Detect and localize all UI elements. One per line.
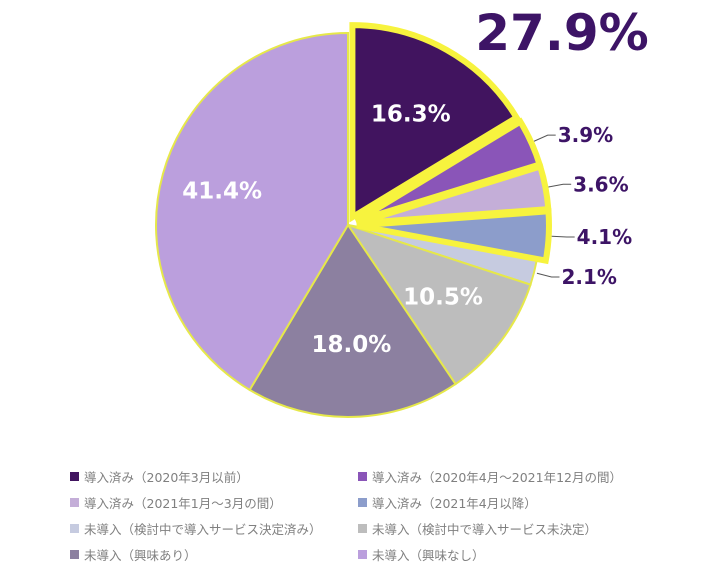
highlight-outlines [349, 22, 552, 265]
slice-label-2: 3.6% [573, 172, 628, 196]
slice-label-0: 16.3% [371, 101, 451, 127]
slice-label-6: 18.0% [311, 332, 391, 358]
slice-label-7: 41.4% [182, 178, 262, 204]
legend-label: 導入済み（2020年3月以前） [84, 469, 249, 485]
legend-label: 導入済み（2021年1月～3月の間） [84, 495, 282, 511]
legend-swatch [358, 497, 367, 507]
legend-label: 未導入（興味なし） [372, 547, 485, 563]
slice-label-3: 4.1% [577, 225, 632, 249]
highlight-total-label: 27.9% [475, 4, 648, 62]
legend-item: 未導入（検討中で導入サービス決定済み） [70, 518, 358, 538]
legend-label: 未導入（検討中で導入サービス未決定） [372, 521, 598, 537]
legend-item: 導入済み（2020年3月以前） [70, 466, 358, 486]
leader-line-4 [536, 272, 560, 278]
legend-swatch [358, 549, 367, 559]
pie-slice-6 [248, 223, 457, 418]
legend-item: 導入済み（2021年4月以降） [358, 492, 658, 512]
leader-line-3 [551, 235, 575, 238]
legend-item: 導入済み（2020年4月～2021年12月の間） [358, 466, 658, 486]
legend-label: 導入済み（2020年4月～2021年12月の間） [372, 469, 622, 485]
legend-item: 未導入（興味あり） [70, 544, 358, 564]
legend-swatch [358, 523, 367, 533]
pie-slice-7 [155, 31, 349, 392]
pie-slice-5 [345, 223, 532, 386]
legend-item: 導入済み（2021年1月～3月の間） [70, 492, 358, 512]
slice-label-1: 3.9% [558, 123, 613, 147]
highlight-outline-3 [356, 208, 552, 265]
legend-label: 導入済み（2021年4月以降） [372, 495, 537, 511]
highlight-outline-0 [349, 22, 521, 223]
legend-label: 未導入（興味あり） [84, 547, 197, 563]
leader-line-2 [548, 183, 572, 188]
legend-item: 未導入（検討中で導入サービス未決定） [358, 518, 658, 538]
legend-swatch [70, 471, 79, 481]
legend-swatch [70, 523, 79, 533]
slice-labels: 16.3% 3.9% 3.6% 4.1% 2.1% 10.5% 18.0% 41.4% [182, 101, 632, 358]
slice-label-5: 10.5% [403, 285, 483, 311]
legend-swatch [358, 471, 367, 481]
legend: 導入済み（2020年3月以前） 導入済み（2020年4月～2021年12月の間） 導… [70, 466, 670, 564]
legend-label: 未導入（検討中で導入サービス決定済み） [84, 521, 322, 537]
leader-line-1 [533, 134, 556, 142]
legend-swatch [70, 549, 79, 559]
slice-label-4: 2.1% [561, 265, 616, 289]
legend-swatch [70, 497, 79, 507]
legend-item: 未導入（興味なし） [358, 544, 658, 564]
